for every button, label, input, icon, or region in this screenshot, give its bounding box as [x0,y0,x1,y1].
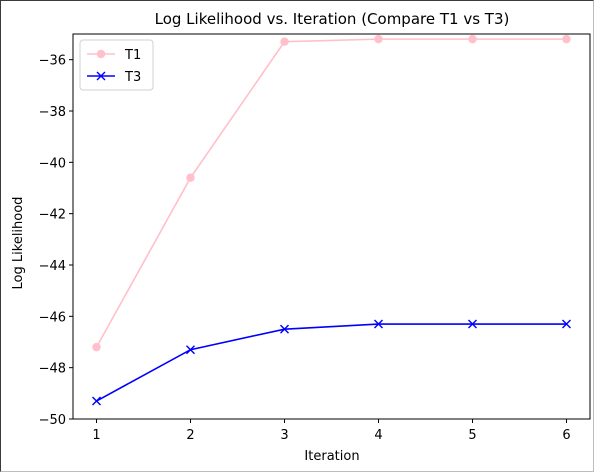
y-tick-label--36: −36 [39,54,66,69]
data-point-t3-6 [562,319,571,329]
x-tick-label-4: 4 [374,428,382,443]
data-point-t3-3 [280,324,289,334]
data-point-t1-2 [186,173,195,182]
x-tick-label-6: 6 [562,428,570,443]
data-point-t1-4 [374,34,383,44]
legend-box [79,39,154,91]
data-point-t1-1 [92,342,101,352]
x-tick-label-1: 1 [92,428,100,443]
legend-item-t1: T1 [87,48,141,63]
legend-label-t1: T1 [124,48,141,63]
x-axis-label: Iteration [304,449,359,464]
x-tick-label-2: 2 [186,428,194,443]
x-tick-label-5: 5 [468,428,476,443]
y-tick-label--46: −46 [39,310,66,325]
legend-marker-t3 [96,71,106,81]
legend-item-t3: T3 [87,70,141,85]
y-tick-label--42: −42 [39,208,66,223]
data-point-t1-6 [562,34,571,44]
y-tick-label--50: −50 [39,413,66,428]
y-tick-label--40: −40 [39,156,66,171]
y-tick-label--38: −38 [39,105,66,120]
data-point-t3-4 [374,319,383,329]
x-tick-label-3: 3 [280,428,288,443]
data-point-t1-3 [280,37,289,46]
y-axis-label: Log Likelihood [11,197,26,290]
data-point-t3-1 [92,396,101,406]
legend-label-t3: T3 [124,70,141,85]
y-tick-label--48: −48 [39,362,66,377]
series-line-t1 [95,38,567,348]
series-line-t3 [96,323,567,402]
data-point-t3-2 [186,345,195,355]
axes-frame [72,33,591,420]
data-point-t3-5 [468,319,477,329]
chart-title: Log Likelihood vs. Iteration (Compare T1… [155,10,510,28]
legend-marker-t1 [96,49,106,59]
y-tick-label--44: −44 [39,259,66,274]
data-point-t1-5 [468,34,477,44]
